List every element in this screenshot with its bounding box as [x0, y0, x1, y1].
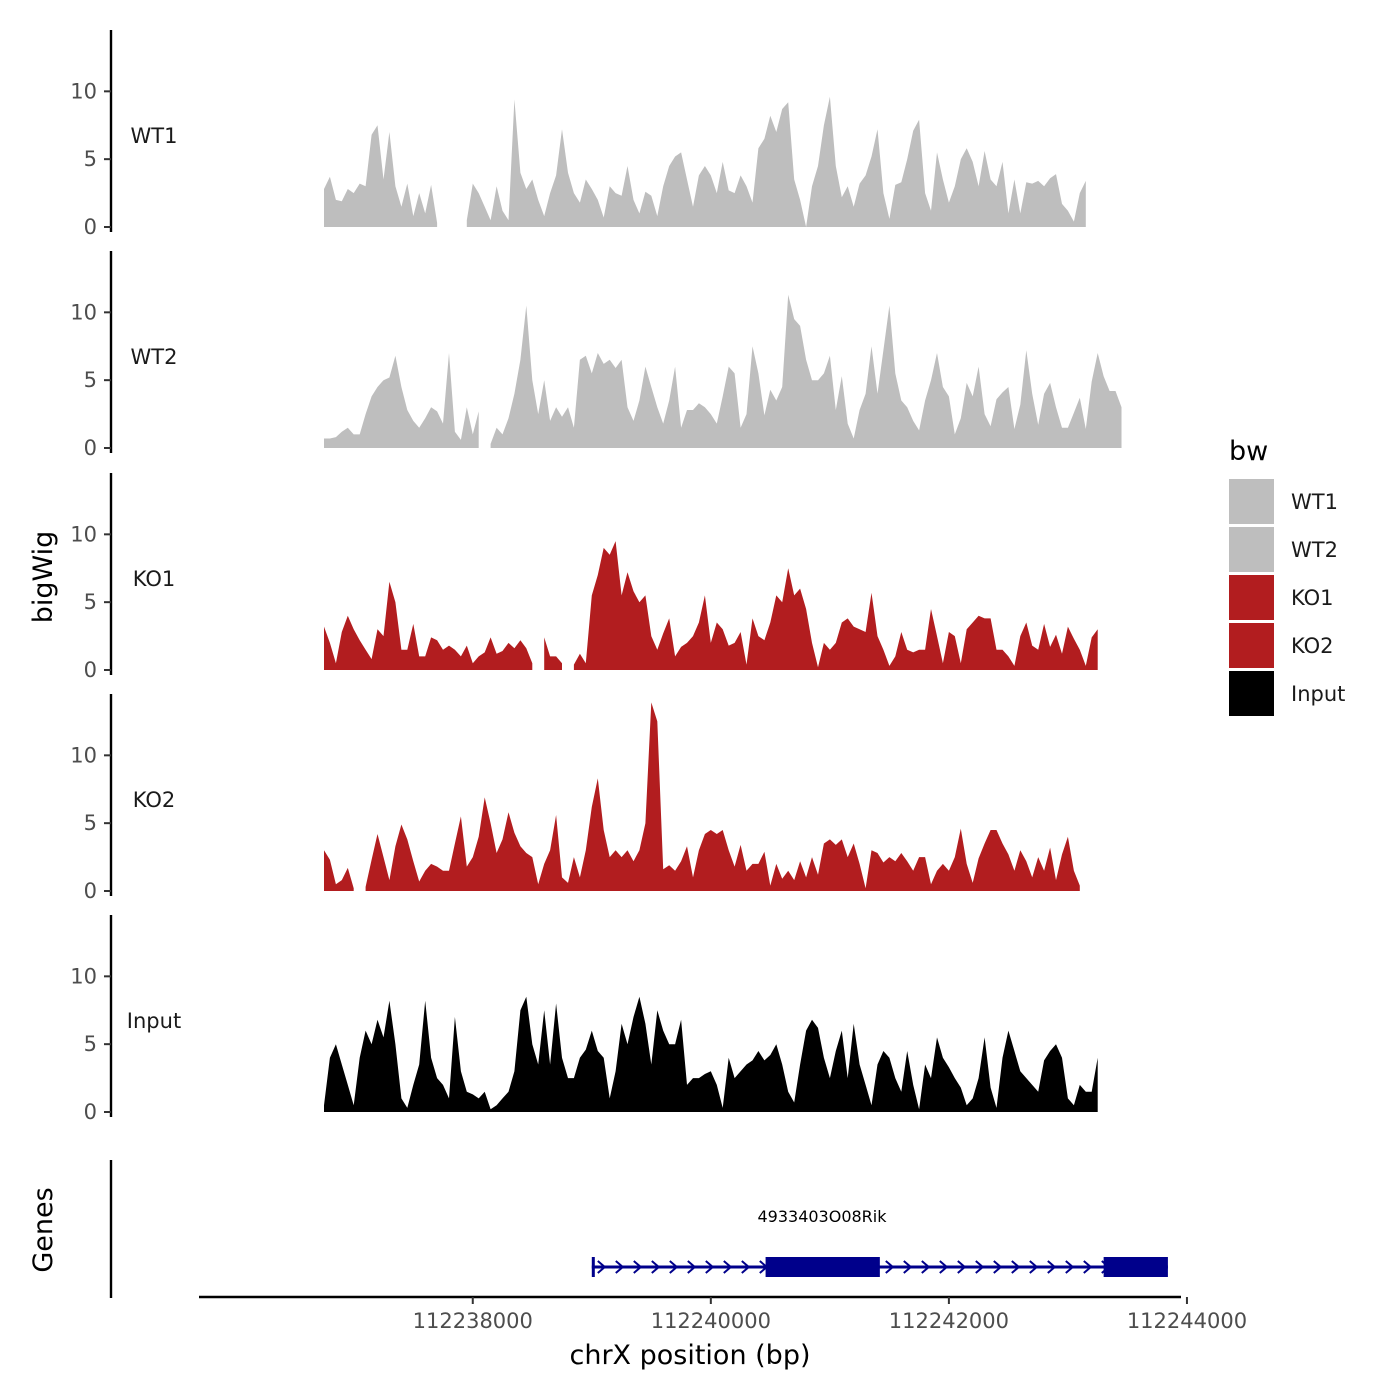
area-wt2-segment — [324, 353, 479, 448]
legend: bw WT1 WT2 KO1 KO2 Input — [1229, 436, 1345, 716]
legend-key-wt1 — [1229, 479, 1274, 524]
strand-chevron — [1029, 1260, 1039, 1274]
track-ko2: 0 5 10 KO2 — [70, 694, 1080, 903]
track-label: KO1 — [133, 567, 176, 591]
y-tick-label: 5 — [84, 811, 97, 835]
legend-key-wt2 — [1229, 527, 1274, 572]
y-tick-label: 5 — [84, 147, 97, 171]
y-tick-label: 0 — [84, 658, 97, 682]
x-tick-label: 112240000 — [651, 1309, 771, 1333]
area-ko2-segment — [365, 702, 1080, 891]
y-tick-label: 10 — [70, 522, 97, 546]
y-tick-label: 5 — [84, 368, 97, 392]
gene-exon — [591, 1257, 595, 1277]
legend-label-wt1: WT1 — [1291, 490, 1338, 514]
y-tick-label: 10 — [70, 79, 97, 103]
strand-chevron — [903, 1260, 913, 1274]
gene-name-label: 4933403O08Rik — [757, 1207, 887, 1226]
legend-key-ko2 — [1229, 623, 1274, 668]
x-axis-title: chrX position (bp) — [569, 1340, 810, 1371]
y-tick-label: 0 — [84, 879, 97, 903]
strand-chevron — [633, 1260, 643, 1274]
y-tick-label: 5 — [84, 1032, 97, 1056]
strand-chevron — [1011, 1260, 1021, 1274]
track-wt2: 0 5 10 WT2 — [70, 251, 1122, 460]
area-ko1-segment — [544, 637, 562, 670]
genes-track: Genes 4933403O08Rik — [28, 1160, 1168, 1298]
legend-key-input — [1229, 671, 1274, 716]
track-label: KO2 — [133, 788, 176, 812]
track-label: WT1 — [131, 124, 178, 148]
y-tick-label: 10 — [70, 743, 97, 767]
track-label: Input — [127, 1009, 181, 1033]
strand-chevron — [705, 1260, 715, 1274]
strand-chevron — [1047, 1260, 1057, 1274]
gene-exon — [765, 1257, 880, 1277]
strand-chevron — [615, 1260, 625, 1274]
y-tick-label: 0 — [84, 1100, 97, 1124]
x-tick-label: 112238000 — [413, 1309, 533, 1333]
strand-chevron — [921, 1260, 931, 1274]
y-axis-title: bigWig — [28, 531, 59, 624]
strand-chevron — [687, 1260, 697, 1274]
strand-chevron — [1065, 1260, 1075, 1274]
strand-chevron — [741, 1260, 751, 1274]
track-input: 0 5 10 Input — [70, 915, 1098, 1124]
area-wt1-segment — [324, 125, 438, 227]
strand-chevron — [1083, 1260, 1093, 1274]
y-tick-label: 5 — [84, 590, 97, 614]
track-wt1: 0 5 10 WT1 — [70, 30, 1086, 239]
strand-chevron — [885, 1260, 895, 1274]
legend-label-input: Input — [1291, 682, 1345, 706]
strand-chevron — [723, 1260, 733, 1274]
x-tick-label: 112244000 — [1127, 1309, 1247, 1333]
legend-label-wt2: WT2 — [1291, 538, 1338, 562]
legend-key-ko1 — [1229, 575, 1274, 620]
y-tick-label: 0 — [84, 215, 97, 239]
strand-chevron — [957, 1260, 967, 1274]
track-ko1: 0 5 10 KO1 — [70, 473, 1098, 682]
legend-title: bw — [1229, 436, 1268, 467]
gene-exon — [1103, 1257, 1168, 1277]
strand-chevron — [651, 1260, 661, 1274]
x-tick-label: 112242000 — [889, 1309, 1009, 1333]
area-ko1-segment — [324, 581, 533, 670]
x-axis: chrX position (bp) 112238000 112240000 112… — [199, 1295, 1247, 1371]
genes-track-label: Genes — [28, 1187, 59, 1272]
y-tick-label: 0 — [84, 436, 97, 460]
signal-tracks: 0 5 10 WT1 0 5 10 WT2 0 5 10 KO1 0 5 10 KO2 0 5 10 Input — [70, 30, 1122, 1124]
legend-label-ko2: KO2 — [1291, 634, 1334, 658]
area-ko1-segment — [573, 541, 1098, 670]
area-wt1-segment — [466, 96, 1086, 227]
area-ko2-segment — [324, 850, 354, 891]
y-tick-label: 10 — [70, 300, 97, 324]
legend-label-ko1: KO1 — [1291, 586, 1334, 610]
strand-chevron — [939, 1260, 949, 1274]
strand-chevron — [993, 1260, 1003, 1274]
track-label: WT2 — [131, 345, 178, 369]
area-wt2-segment — [490, 294, 1122, 448]
strand-chevron — [597, 1260, 607, 1274]
area-input-segment — [324, 996, 1098, 1112]
strand-chevron — [975, 1260, 985, 1274]
y-tick-label: 10 — [70, 964, 97, 988]
strand-chevron — [669, 1260, 679, 1274]
